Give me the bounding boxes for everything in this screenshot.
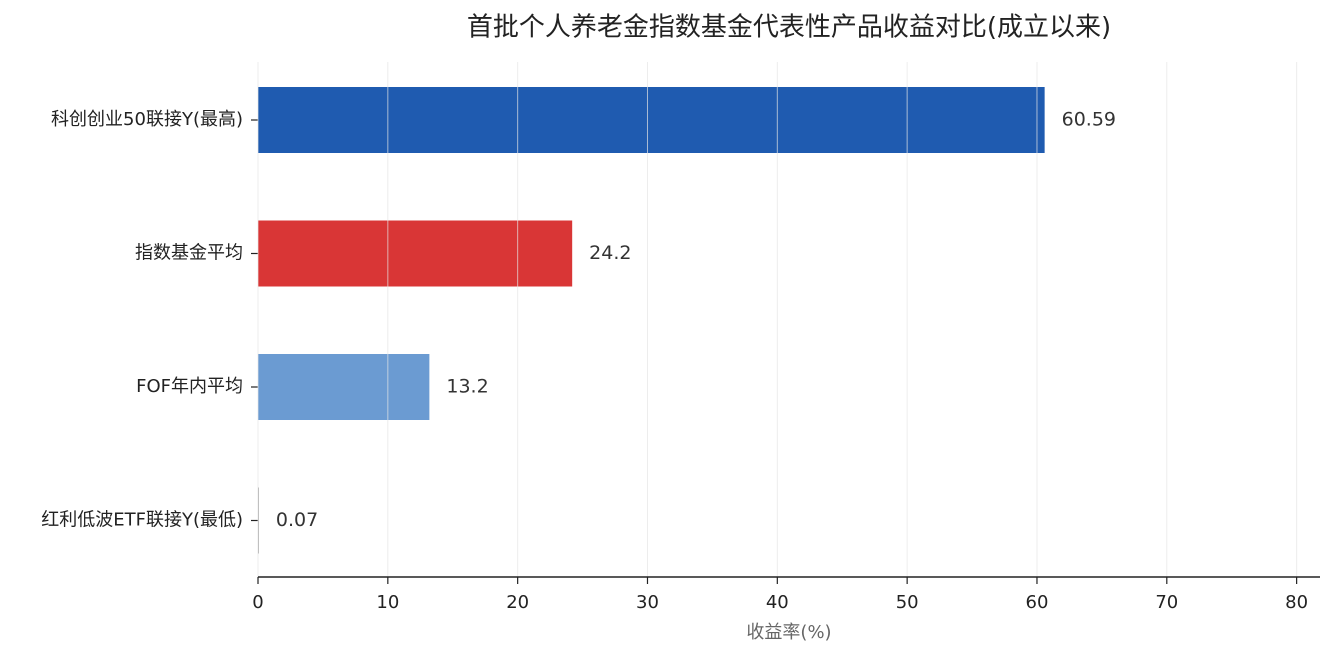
value-label: 24.2 bbox=[589, 242, 631, 264]
value-label: 0.07 bbox=[276, 509, 318, 531]
bar bbox=[258, 87, 1045, 153]
x-tick-label: 50 bbox=[896, 592, 919, 613]
x-tick-label: 80 bbox=[1285, 592, 1308, 613]
x-tick-label: 0 bbox=[252, 592, 263, 613]
y-tick-label: 指数基金平均 bbox=[135, 243, 243, 264]
y-tick-label: 科创创业50联接Y(最高) bbox=[51, 109, 243, 130]
value-label: 13.2 bbox=[446, 376, 488, 398]
x-tick-label: 40 bbox=[766, 592, 789, 613]
value-label: 60.59 bbox=[1062, 109, 1116, 131]
x-tick-label: 20 bbox=[506, 592, 529, 613]
bar bbox=[258, 354, 430, 420]
y-tick-label: 红利低波ETF联接Y(最低) bbox=[41, 510, 243, 531]
x-tick-label: 60 bbox=[1026, 592, 1049, 613]
chart-title: 首批个人养老金指数基金代表性产品收益对比(成立以来) bbox=[467, 13, 1111, 43]
y-tick-label: FOF年内平均 bbox=[136, 376, 243, 397]
x-tick-label: 10 bbox=[376, 592, 399, 613]
x-tick-label: 70 bbox=[1155, 592, 1178, 613]
bar bbox=[258, 220, 573, 287]
x-axis-label: 收益率(%) bbox=[746, 622, 831, 643]
x-tick-label: 30 bbox=[636, 592, 659, 613]
